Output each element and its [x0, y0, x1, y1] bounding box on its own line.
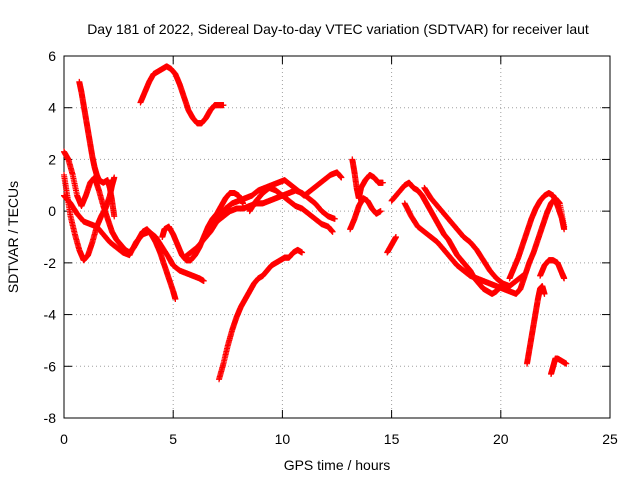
series-track-9 [202, 169, 345, 235]
data-point [331, 215, 338, 222]
series-track-12 [347, 195, 384, 233]
series-track-16 [421, 184, 526, 290]
plot-frame [63, 55, 611, 419]
x-tick-label: 0 [60, 431, 68, 447]
y-tick-label: -6 [44, 358, 57, 374]
data-point [519, 272, 526, 279]
data-point [111, 213, 118, 220]
data-point [329, 228, 336, 235]
y-tick-label: 2 [48, 151, 56, 167]
series-track-3 [61, 192, 207, 284]
data-point [561, 275, 568, 282]
data-point [111, 174, 118, 181]
y-tick-label: 0 [48, 203, 56, 219]
data-point [299, 249, 306, 256]
y-tick-label: 6 [48, 48, 56, 64]
series-track-5 [137, 63, 227, 127]
x-tick-label: 20 [493, 431, 509, 447]
data-point [541, 290, 548, 297]
data-point [392, 234, 399, 240]
series-track-7 [216, 246, 306, 383]
series-track-20 [548, 355, 570, 378]
data-point [200, 277, 207, 284]
data-point [338, 174, 345, 181]
x-tick-label: 15 [384, 431, 400, 447]
grid-lines [64, 56, 610, 418]
y-axis-label: SDTVAR / TECUs [5, 181, 21, 293]
x-tick-label: 5 [169, 431, 177, 447]
y-tick-label: -2 [44, 255, 57, 271]
chart-title: Day 181 of 2022, Sidereal Day-to-day VTE… [87, 21, 589, 37]
data-point [563, 360, 570, 367]
series-track-13 [384, 234, 399, 256]
data-point [561, 226, 568, 233]
series-track-14 [388, 179, 504, 297]
x-tick-label: 25 [602, 431, 618, 447]
axis-ticks: 0 5 10 15 20 25 -8 -6 -4 -2 0 2 4 6 [44, 48, 618, 447]
series-track-8 [181, 187, 338, 261]
series-track-19 [537, 257, 568, 282]
y-tick-label: 4 [48, 100, 56, 116]
series-track-17 [506, 190, 568, 282]
x-tick-label: 10 [275, 431, 291, 447]
series-track-10 [246, 184, 336, 235]
series-track-11 [349, 156, 386, 202]
series-track-18 [524, 283, 548, 367]
y-tick-label: -4 [44, 307, 57, 323]
series-track-15 [401, 195, 568, 297]
series-track-2 [61, 148, 179, 303]
data-point [220, 102, 227, 109]
y-tick-label: -8 [44, 410, 57, 426]
data-point [172, 296, 179, 303]
data-points [61, 63, 570, 383]
data-point [377, 208, 384, 215]
series-track-4 [76, 78, 118, 220]
x-axis-label: GPS time / hours [284, 457, 391, 473]
data-point [379, 179, 386, 186]
